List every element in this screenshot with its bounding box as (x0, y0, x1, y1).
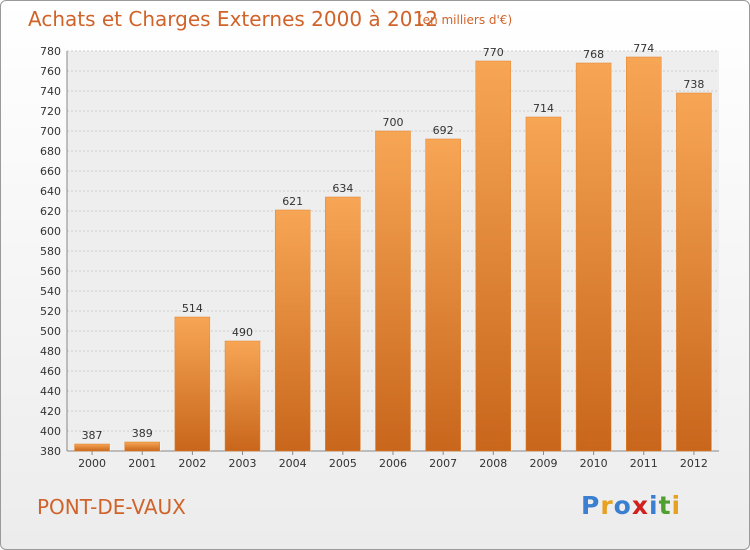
x-tick-label: 2006 (379, 457, 407, 470)
x-tick-label: 2010 (580, 457, 608, 470)
logo-letter: i (671, 491, 682, 520)
data-label: 389 (132, 427, 153, 440)
y-tick-label: 460 (40, 365, 61, 378)
y-tick-label: 700 (40, 125, 61, 138)
bar-2002[interactable] (174, 316, 211, 452)
data-label: 768 (583, 48, 604, 61)
bar-2001[interactable] (124, 441, 160, 452)
x-tick-label: 2005 (329, 457, 357, 470)
x-tick-label: 2002 (178, 457, 206, 470)
y-tick-label: 400 (40, 425, 61, 438)
data-label: 770 (483, 46, 504, 59)
bar-2008[interactable] (475, 60, 512, 452)
data-label: 738 (683, 78, 704, 91)
y-tick-label: 760 (40, 65, 61, 78)
data-label: 514 (182, 302, 203, 315)
bar-2003[interactable] (224, 340, 261, 452)
bar-2012[interactable] (676, 92, 712, 452)
y-tick-label: 740 (40, 85, 61, 98)
bar-2010[interactable] (575, 62, 612, 452)
y-tick-label: 560 (40, 265, 61, 278)
bar-2009[interactable] (525, 116, 562, 452)
bar-2011[interactable] (626, 56, 662, 452)
y-tick-label: 600 (40, 225, 61, 238)
data-label: 714 (533, 102, 554, 115)
commune-name: PONT-DE-VAUX (37, 495, 186, 519)
logo-letter: P (581, 491, 601, 520)
y-tick-label: 660 (40, 165, 61, 178)
y-tick-label: 440 (40, 385, 61, 398)
y-tick-label: 540 (40, 285, 61, 298)
y-tick-label: 500 (40, 325, 61, 338)
y-tick-label: 780 (40, 45, 61, 58)
data-label: 634 (332, 182, 353, 195)
proxiti-logo[interactable]: Proxiti (581, 491, 681, 520)
y-tick-label: 640 (40, 185, 61, 198)
bar-2006[interactable] (375, 130, 411, 452)
x-tick-label: 2012 (680, 457, 708, 470)
x-tick-label: 2009 (529, 457, 557, 470)
y-tick-label: 420 (40, 405, 61, 418)
x-tick-label: 2008 (479, 457, 507, 470)
x-tick-label: 2011 (630, 457, 658, 470)
y-tick-label: 720 (40, 105, 61, 118)
bar-2007[interactable] (425, 138, 461, 452)
chart-title: Achats et Charges Externes 2000 à 2012 (28, 7, 438, 31)
x-tick-label: 2003 (229, 457, 257, 470)
logo-letter: o (613, 491, 632, 520)
y-tick-label: 580 (40, 245, 61, 258)
y-tick-label: 680 (40, 145, 61, 158)
logo-letter: x (631, 491, 649, 520)
logo-letter: r (600, 491, 614, 520)
logo-letter: t (658, 491, 672, 520)
bar-2000[interactable] (74, 443, 110, 452)
data-label: 692 (433, 124, 454, 137)
x-tick-label: 2001 (128, 457, 156, 470)
data-label: 387 (82, 429, 103, 442)
x-tick-label: 2000 (78, 457, 106, 470)
data-label: 490 (232, 326, 253, 339)
y-tick-label: 480 (40, 345, 61, 358)
data-label: 700 (383, 116, 404, 129)
bar-2004[interactable] (274, 209, 311, 452)
data-label: 621 (282, 195, 303, 208)
y-tick-label: 620 (40, 205, 61, 218)
data-label: 774 (633, 42, 654, 55)
x-tick-label: 2004 (279, 457, 307, 470)
bar-2005[interactable] (325, 196, 361, 452)
x-tick-label: 2007 (429, 457, 457, 470)
y-tick-label: 520 (40, 305, 61, 318)
y-tick-label: 380 (40, 445, 61, 458)
chart-subtitle: (en milliers d'€) (418, 13, 513, 27)
logo-letter: i (649, 491, 659, 520)
